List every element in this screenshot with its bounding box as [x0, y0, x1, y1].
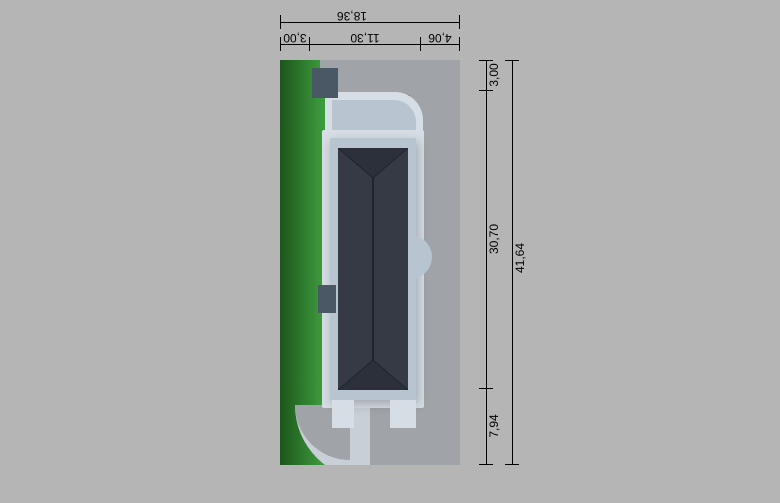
- dim-right-outer-label: 41,64: [513, 243, 527, 273]
- dim-tick: [459, 15, 460, 29]
- dim-tick: [479, 388, 493, 389]
- dim-right-seg1: 30,70: [487, 224, 501, 254]
- dim-tick: [479, 90, 493, 91]
- dim-tick: [505, 464, 519, 465]
- left-bump: [318, 285, 336, 313]
- site-plot: [280, 60, 460, 465]
- dim-tick: [479, 464, 493, 465]
- front-porch-r: [390, 400, 416, 428]
- dim-top-seg2: 4,06: [428, 31, 451, 45]
- dim-tick: [309, 37, 310, 51]
- dim-right-seg0: 3,00: [487, 63, 501, 86]
- front-porch-l: [332, 400, 354, 428]
- shed: [312, 68, 338, 98]
- dim-tick: [280, 37, 281, 51]
- dim-top-seg0: 3,00: [283, 31, 306, 45]
- rear-terrace-inner: [332, 100, 416, 134]
- dim-top-seg1: 11,30: [350, 31, 379, 45]
- dim-tick: [479, 60, 493, 61]
- roof-hips: [338, 148, 408, 390]
- dim-top-outer-label: 18,36: [337, 9, 367, 23]
- dim-top-outer-line: [280, 22, 460, 23]
- dim-tick: [280, 15, 281, 29]
- dim-right-seg2: 7,94: [487, 414, 501, 437]
- dim-right-line: [486, 60, 487, 465]
- dim-tick: [505, 60, 519, 61]
- dim-tick: [420, 37, 421, 51]
- dim-tick: [459, 37, 460, 51]
